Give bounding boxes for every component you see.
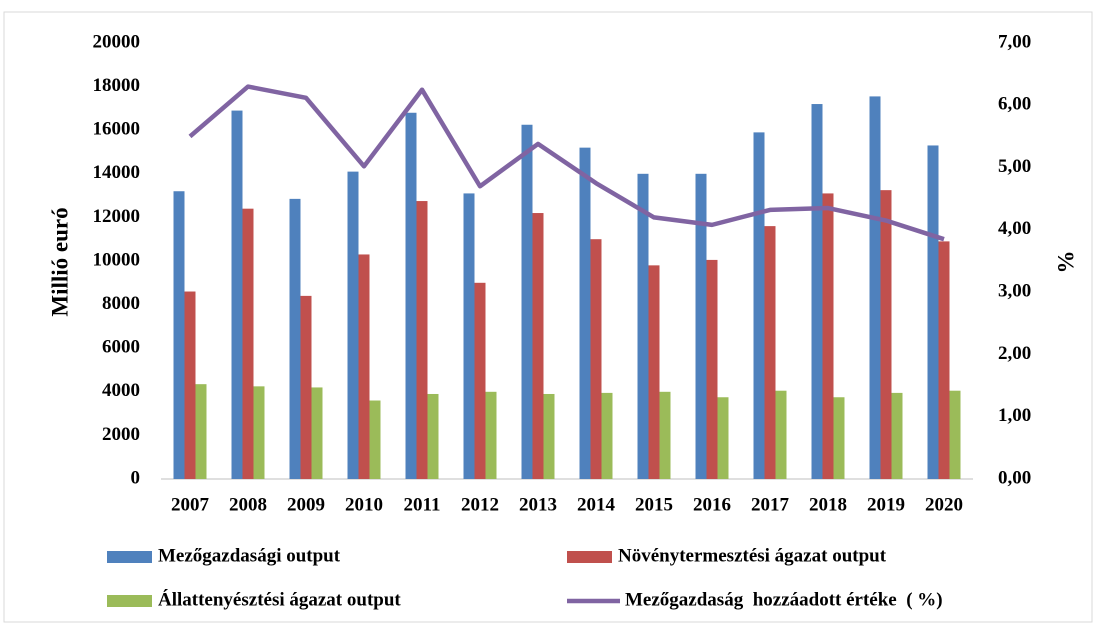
- bar: [231, 110, 243, 479]
- bar: [822, 193, 834, 480]
- y-tick-label: 12000: [93, 206, 141, 227]
- y-tick-label: 14000: [93, 162, 141, 183]
- y-tick-label: 0: [131, 467, 141, 488]
- bar: [775, 390, 787, 479]
- x-tick-label: 2015: [635, 494, 673, 515]
- bar: [300, 295, 312, 479]
- bar: [880, 190, 892, 479]
- y2-axis-label: %: [1053, 251, 1078, 274]
- bar: [637, 173, 649, 480]
- x-tick-label: 2020: [925, 494, 963, 515]
- bar: [195, 384, 207, 479]
- legend-swatch: [567, 551, 612, 563]
- x-tick-label: 2011: [404, 494, 441, 515]
- y-tick-label: 10000: [93, 249, 141, 270]
- y2-tick-label: 3,00: [998, 281, 1031, 302]
- bar: [811, 104, 823, 479]
- bar: [717, 397, 729, 479]
- x-tick-label: 2013: [519, 494, 557, 515]
- bar: [579, 147, 591, 479]
- bar: [601, 392, 613, 479]
- y-tick-label: 6000: [102, 337, 140, 358]
- y2-tick-label: 6,00: [998, 94, 1031, 115]
- x-tick-label: 2007: [171, 494, 210, 515]
- legend-label: Mezőgazdaság hozzáadott értéke ( %): [625, 589, 943, 610]
- y-axis-label: Millió euró: [47, 207, 72, 316]
- x-tick-label: 2009: [287, 494, 325, 515]
- legend-label: Állattenyésztési ágazat output: [158, 588, 401, 610]
- bar: [543, 393, 555, 479]
- x-tick-label: 2019: [867, 494, 905, 515]
- bar: [648, 265, 660, 479]
- x-tick-label: 2018: [809, 494, 847, 515]
- bar: [184, 291, 196, 479]
- x-tick-label: 2012: [461, 494, 499, 515]
- bar: [927, 145, 939, 479]
- bar: [173, 191, 185, 480]
- y-tick-label: 2000: [102, 424, 140, 445]
- y2-tick-label: 0,00: [998, 467, 1031, 488]
- bar: [753, 132, 765, 479]
- bar: [891, 392, 903, 479]
- bar: [869, 96, 881, 479]
- bar: [695, 173, 707, 480]
- bar: [289, 198, 301, 479]
- bar: [521, 124, 533, 479]
- bar: [253, 386, 265, 479]
- bar: [242, 208, 254, 479]
- bar: [416, 201, 428, 480]
- bar: [833, 397, 845, 479]
- bar: [463, 193, 475, 480]
- bar: [369, 400, 381, 479]
- bar: [485, 391, 497, 479]
- y-tick-label: 20000: [93, 31, 141, 52]
- bar: [764, 226, 776, 479]
- bar: [706, 259, 718, 479]
- bar: [659, 391, 671, 479]
- x-tick-label: 2014: [577, 494, 616, 515]
- bar: [405, 112, 417, 479]
- bar: [347, 171, 359, 479]
- legend-label: Mezőgazdasági output: [158, 545, 341, 566]
- bar: [949, 390, 961, 479]
- y2-tick-label: 7,00: [998, 31, 1031, 52]
- bar: [358, 254, 370, 479]
- y2-tick-label: 4,00: [998, 218, 1031, 239]
- bar: [311, 387, 323, 479]
- bar: [590, 239, 602, 479]
- line: [188, 84, 945, 242]
- bar: [427, 393, 439, 479]
- y-tick-label: 18000: [93, 75, 141, 96]
- y-tick-label: 8000: [102, 293, 140, 314]
- y2-tick-label: 5,00: [998, 156, 1031, 177]
- legend-swatch: [107, 595, 152, 607]
- y2-tick-label: 2,00: [998, 343, 1031, 364]
- x-tick-label: 2016: [693, 494, 731, 515]
- bar: [474, 282, 486, 479]
- bar: [532, 213, 544, 480]
- x-tick-label: 2017: [751, 494, 790, 515]
- x-tick-label: 2008: [229, 494, 267, 515]
- bar: [938, 241, 950, 479]
- y-tick-label: 4000: [102, 380, 140, 401]
- y-tick-label: 16000: [93, 119, 141, 140]
- legend-swatch: [107, 551, 152, 563]
- legend-label: Növénytermesztési ágazat output: [618, 545, 887, 566]
- x-tick-label: 2010: [345, 494, 383, 515]
- y2-tick-label: 1,00: [998, 405, 1031, 426]
